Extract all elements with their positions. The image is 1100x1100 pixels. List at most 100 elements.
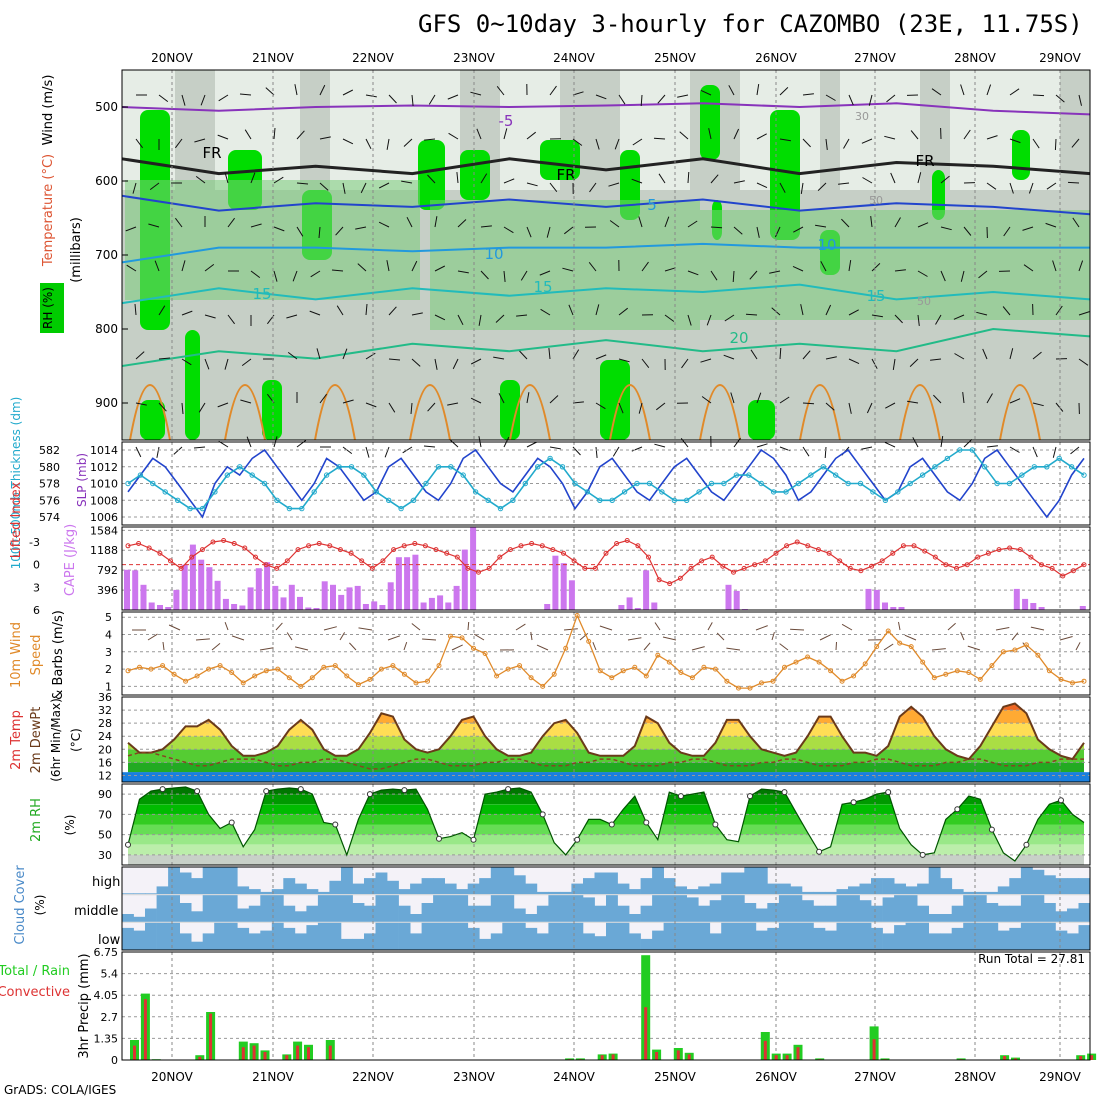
date-label-bottom: 24NOV bbox=[553, 1070, 595, 1084]
surface-contour bbox=[899, 384, 941, 441]
lifted-index-point bbox=[996, 547, 1002, 553]
rh-high-zone bbox=[540, 140, 580, 180]
cloud-bar-low bbox=[364, 933, 376, 950]
surface-wind-barb bbox=[323, 626, 337, 631]
cloud-bar-low bbox=[306, 925, 319, 950]
lifted-index-point bbox=[932, 554, 938, 560]
wind-speed-point bbox=[125, 668, 131, 674]
cloud-bar-middle bbox=[294, 911, 307, 923]
date-label-top: 27NOV bbox=[854, 51, 896, 65]
cape-bar bbox=[272, 585, 279, 610]
wind-barb bbox=[866, 402, 873, 414]
surface-wind-barb bbox=[771, 631, 775, 641]
surface-wind-barb bbox=[563, 628, 578, 631]
thickness-point bbox=[1068, 464, 1075, 470]
lifted-index-point bbox=[422, 543, 428, 549]
wind-speed-point bbox=[1035, 652, 1041, 658]
precip-convective-bar bbox=[296, 1045, 300, 1060]
lifted-index-point bbox=[306, 543, 312, 549]
thickness-point bbox=[770, 489, 777, 495]
lifted-index-point bbox=[486, 565, 492, 571]
wind-barb bbox=[423, 445, 436, 448]
cloud-bar-middle bbox=[732, 894, 745, 923]
wind-barb bbox=[861, 446, 873, 450]
surface-wind-barb bbox=[1075, 642, 1081, 651]
wind-speed-point bbox=[931, 675, 937, 681]
temperature-tick-label: 32 bbox=[98, 704, 112, 717]
wind-speed-point bbox=[206, 666, 212, 672]
cape-bar bbox=[882, 602, 888, 610]
surface-wind-barb bbox=[716, 632, 725, 641]
lifted-index-point bbox=[263, 562, 269, 568]
cloud-bar-low bbox=[940, 933, 953, 950]
isotherm-10 bbox=[121, 242, 1090, 264]
wind-barb bbox=[638, 216, 643, 228]
cloud-bar-low bbox=[744, 922, 757, 950]
wind-speed-point bbox=[943, 671, 949, 677]
cloud-bar-high bbox=[387, 880, 399, 895]
thickness-point bbox=[572, 480, 578, 487]
wind-barb bbox=[526, 226, 532, 238]
cloud-bar-middle bbox=[997, 905, 1010, 923]
thickness-point bbox=[373, 489, 379, 495]
thickness-point bbox=[1044, 464, 1050, 470]
thickness-point bbox=[634, 480, 640, 487]
surface-contour bbox=[699, 384, 741, 441]
cloud-bar-high bbox=[433, 878, 445, 895]
isotherm-5 bbox=[121, 194, 1091, 216]
cloud-bar-low bbox=[317, 922, 330, 950]
surface-wind-barb bbox=[931, 648, 946, 651]
wind-barb bbox=[355, 226, 367, 230]
humidity-point bbox=[712, 821, 719, 828]
wind-speed-point bbox=[482, 651, 488, 656]
wind-barb bbox=[1009, 138, 1021, 144]
cape-bar bbox=[865, 588, 872, 610]
cloud-bar-low bbox=[375, 922, 388, 950]
lifted-index-point bbox=[592, 565, 598, 571]
cloud-bar-low bbox=[467, 927, 480, 950]
thickness-point bbox=[957, 447, 963, 453]
humidity-point bbox=[366, 791, 373, 798]
surface-wind-barb bbox=[275, 622, 283, 631]
wind-barb bbox=[640, 94, 643, 107]
wind-barb bbox=[756, 133, 767, 140]
lifted-index-point bbox=[433, 547, 439, 553]
humidity-band bbox=[128, 834, 1084, 845]
wind-speed-point bbox=[666, 659, 672, 665]
wind-barb bbox=[526, 441, 538, 448]
lifted-index-point bbox=[720, 563, 726, 569]
wind-barb bbox=[841, 218, 850, 228]
wind-speed-point bbox=[413, 680, 419, 686]
wind-barb bbox=[331, 269, 344, 272]
thickness-point bbox=[460, 472, 466, 478]
wind-barb bbox=[539, 270, 551, 276]
lifted-index-point bbox=[837, 558, 843, 564]
cloud-bar-high bbox=[836, 889, 849, 895]
lifted-index-point bbox=[412, 541, 418, 546]
wind-barb bbox=[1022, 226, 1034, 231]
wind-speed-point bbox=[597, 668, 603, 674]
cloud-bar-high bbox=[1055, 878, 1068, 895]
cloud-bar-middle bbox=[698, 905, 711, 923]
wind-barb bbox=[687, 220, 698, 228]
lifted-index-point bbox=[571, 558, 577, 564]
lifted-index-point bbox=[1039, 562, 1044, 568]
lifted-index-axis-title: Lifted Index bbox=[9, 481, 24, 558]
wind-barb bbox=[792, 265, 804, 272]
wind-barb bbox=[1054, 138, 1057, 151]
wind-barb bbox=[654, 443, 666, 448]
surface-wind-barb bbox=[654, 622, 661, 631]
lifted-index-point bbox=[677, 575, 683, 581]
wind-barb bbox=[540, 308, 551, 316]
thickness-point bbox=[833, 472, 839, 478]
cape-bar bbox=[198, 559, 205, 610]
date-label-top: 24NOV bbox=[553, 51, 595, 65]
wind-barb bbox=[589, 182, 597, 193]
cloud-bar-high bbox=[617, 883, 630, 895]
thickness-point bbox=[597, 497, 603, 503]
cloud-bar-low bbox=[917, 922, 929, 950]
cape-bar bbox=[338, 594, 345, 610]
cloud-bar-high bbox=[122, 893, 134, 895]
wind-barb bbox=[388, 94, 397, 104]
wind-barb bbox=[802, 93, 814, 96]
